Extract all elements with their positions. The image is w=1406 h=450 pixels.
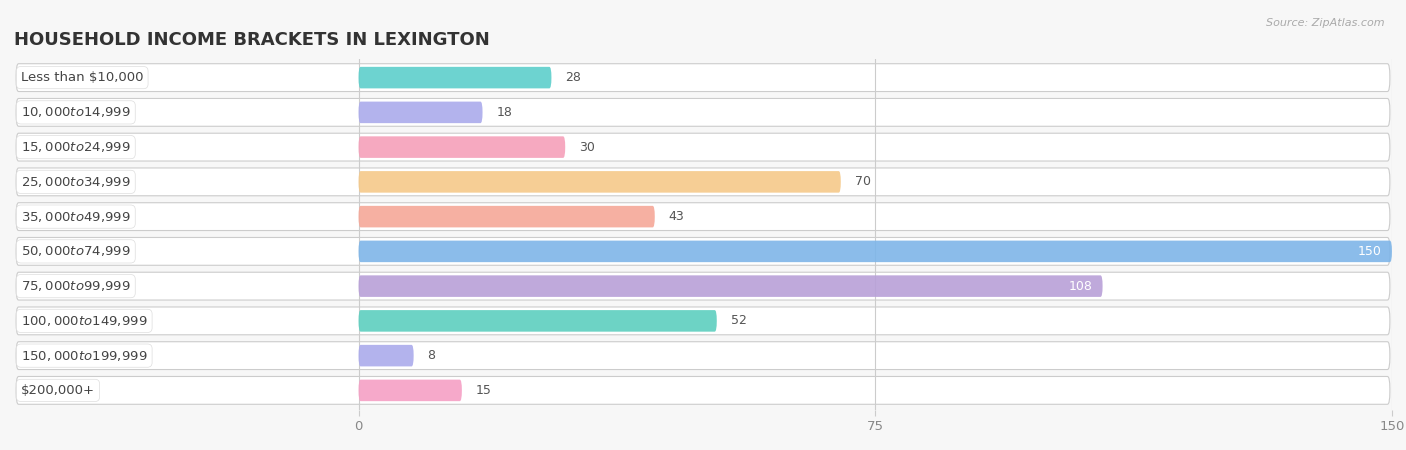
FancyBboxPatch shape: [359, 345, 413, 366]
FancyBboxPatch shape: [15, 307, 1391, 335]
Text: HOUSEHOLD INCOME BRACKETS IN LEXINGTON: HOUSEHOLD INCOME BRACKETS IN LEXINGTON: [14, 31, 489, 49]
Text: 8: 8: [427, 349, 436, 362]
Text: $10,000 to $14,999: $10,000 to $14,999: [21, 105, 131, 119]
FancyBboxPatch shape: [15, 377, 1391, 404]
FancyBboxPatch shape: [359, 380, 463, 401]
Text: Less than $10,000: Less than $10,000: [21, 71, 143, 84]
FancyBboxPatch shape: [359, 241, 1392, 262]
FancyBboxPatch shape: [15, 133, 1391, 161]
Text: 52: 52: [731, 315, 747, 328]
FancyBboxPatch shape: [359, 206, 655, 227]
Text: Source: ZipAtlas.com: Source: ZipAtlas.com: [1267, 18, 1385, 28]
FancyBboxPatch shape: [359, 171, 841, 193]
Text: 108: 108: [1069, 279, 1092, 292]
Text: 30: 30: [579, 140, 595, 153]
Text: 43: 43: [669, 210, 685, 223]
Text: $75,000 to $99,999: $75,000 to $99,999: [21, 279, 131, 293]
Text: $50,000 to $74,999: $50,000 to $74,999: [21, 244, 131, 258]
FancyBboxPatch shape: [359, 310, 717, 332]
FancyBboxPatch shape: [359, 67, 551, 88]
Text: 18: 18: [496, 106, 512, 119]
Text: 150: 150: [1358, 245, 1382, 258]
Text: 15: 15: [475, 384, 492, 397]
Text: $15,000 to $24,999: $15,000 to $24,999: [21, 140, 131, 154]
FancyBboxPatch shape: [15, 238, 1391, 266]
Text: $200,000+: $200,000+: [21, 384, 96, 397]
FancyBboxPatch shape: [15, 64, 1391, 91]
FancyBboxPatch shape: [359, 275, 1102, 297]
FancyBboxPatch shape: [15, 272, 1391, 300]
Text: 28: 28: [565, 71, 581, 84]
FancyBboxPatch shape: [15, 342, 1391, 369]
FancyBboxPatch shape: [15, 202, 1391, 230]
Text: $25,000 to $34,999: $25,000 to $34,999: [21, 175, 131, 189]
FancyBboxPatch shape: [15, 168, 1391, 196]
FancyBboxPatch shape: [15, 99, 1391, 126]
Text: 70: 70: [855, 176, 870, 189]
Text: $35,000 to $49,999: $35,000 to $49,999: [21, 210, 131, 224]
Text: $100,000 to $149,999: $100,000 to $149,999: [21, 314, 148, 328]
Text: $150,000 to $199,999: $150,000 to $199,999: [21, 349, 148, 363]
FancyBboxPatch shape: [359, 136, 565, 158]
FancyBboxPatch shape: [359, 102, 482, 123]
